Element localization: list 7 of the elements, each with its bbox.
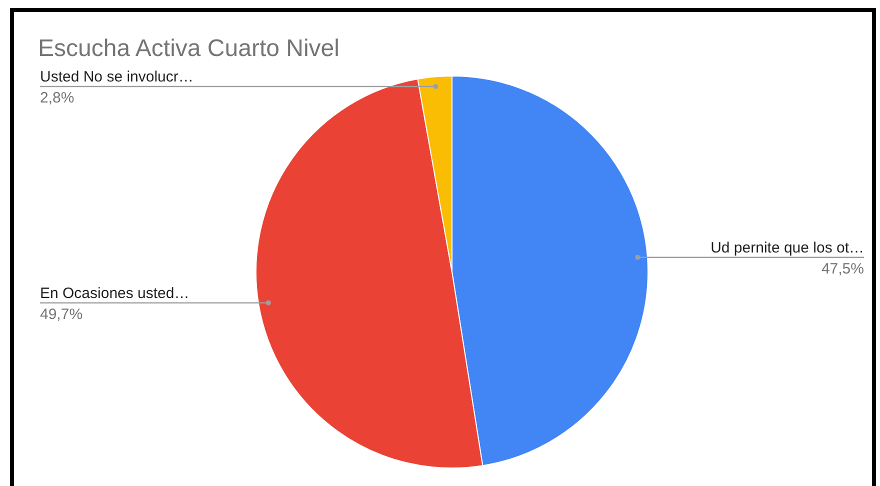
data-label: 49,7% <box>40 306 83 323</box>
data-label: 47,5% <box>821 260 864 278</box>
data-label: 2,8% <box>40 90 74 107</box>
slice-label: Usted No se involucr… <box>40 68 194 86</box>
slice-label: En Ocasiones usted… <box>40 284 190 302</box>
chart-title: Escucha Activa Cuarto Nivel <box>38 35 340 62</box>
slice-label: Ud pernite que los ot… <box>710 239 864 256</box>
